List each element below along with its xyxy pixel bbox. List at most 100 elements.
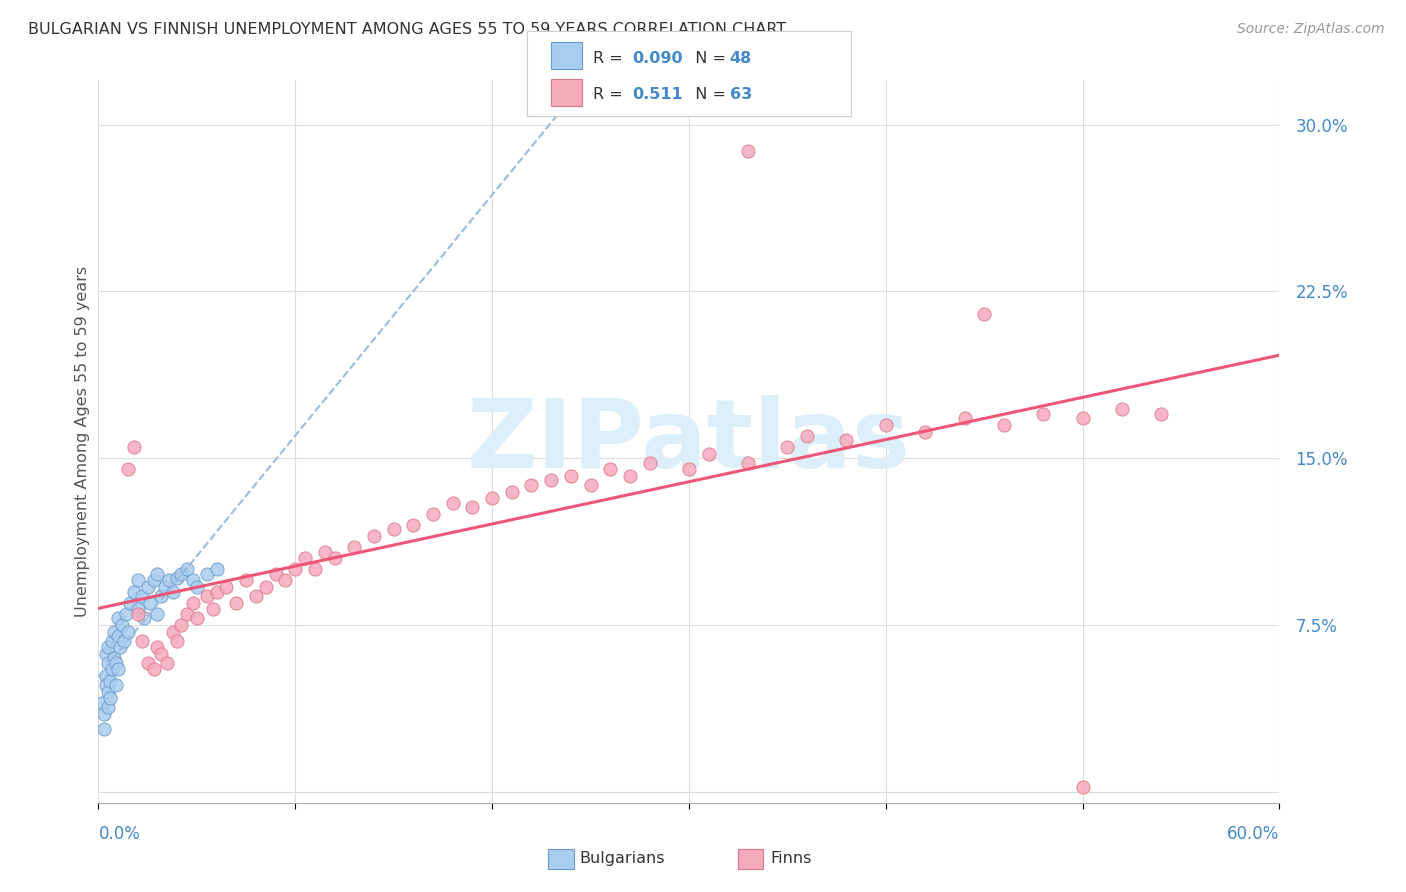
Point	[599, 462, 621, 476]
Point	[131, 589, 153, 603]
Point	[162, 584, 184, 599]
Point	[501, 484, 523, 499]
Point	[796, 429, 818, 443]
Text: Source: ZipAtlas.com: Source: ZipAtlas.com	[1237, 22, 1385, 37]
Point	[973, 307, 995, 321]
Point	[136, 656, 159, 670]
Point	[101, 633, 124, 648]
Point	[201, 602, 224, 616]
Point	[93, 723, 115, 737]
Point	[205, 584, 228, 599]
Text: Bulgarians: Bulgarians	[579, 852, 665, 866]
Point	[156, 656, 179, 670]
Text: N =: N =	[685, 51, 731, 66]
Point	[122, 584, 145, 599]
Point	[97, 656, 120, 670]
Point	[96, 647, 118, 661]
Point	[1032, 407, 1054, 421]
Point	[284, 562, 307, 576]
Point	[343, 540, 366, 554]
Point	[101, 662, 124, 676]
Text: ZIPatlas: ZIPatlas	[467, 395, 911, 488]
Point	[170, 618, 193, 632]
Text: N =: N =	[685, 87, 731, 103]
Point	[166, 571, 188, 585]
Point	[678, 462, 700, 476]
Point	[103, 624, 125, 639]
Point	[540, 474, 562, 488]
Point	[97, 640, 120, 655]
Point	[97, 700, 120, 714]
Point	[520, 478, 543, 492]
Point	[1111, 402, 1133, 417]
Point	[875, 417, 897, 432]
Point	[117, 462, 139, 476]
Point	[382, 522, 405, 536]
Point	[107, 662, 129, 676]
Point	[274, 574, 297, 588]
Text: 0.090: 0.090	[633, 51, 683, 66]
Point	[138, 596, 160, 610]
Point	[150, 647, 173, 661]
Point	[105, 656, 128, 670]
Point	[131, 633, 153, 648]
Point	[195, 566, 218, 581]
Point	[132, 611, 155, 625]
Point	[1071, 411, 1094, 425]
Point	[127, 574, 149, 588]
Point	[304, 562, 326, 576]
Point	[254, 580, 277, 594]
Point	[323, 551, 346, 566]
Point	[146, 640, 169, 655]
Text: 0.0%: 0.0%	[98, 825, 141, 843]
Point	[142, 662, 165, 676]
Point	[186, 611, 208, 625]
Point	[1071, 780, 1094, 795]
Point	[314, 544, 336, 558]
Point	[697, 447, 720, 461]
Text: 48: 48	[730, 51, 752, 66]
Point	[195, 589, 218, 603]
Text: R =: R =	[593, 51, 628, 66]
Point	[115, 607, 138, 621]
Point	[481, 491, 503, 506]
Text: 0.511: 0.511	[633, 87, 683, 103]
Point	[737, 145, 759, 159]
Point	[441, 496, 464, 510]
Point	[181, 596, 204, 610]
Y-axis label: Unemployment Among Ages 55 to 59 years: Unemployment Among Ages 55 to 59 years	[75, 266, 90, 617]
Point	[264, 566, 287, 581]
Point	[112, 633, 135, 648]
Text: BULGARIAN VS FINNISH UNEMPLOYMENT AMONG AGES 55 TO 59 YEARS CORRELATION CHART: BULGARIAN VS FINNISH UNEMPLOYMENT AMONG …	[28, 22, 786, 37]
Point	[737, 456, 759, 470]
Point	[619, 469, 641, 483]
Point	[166, 633, 188, 648]
Point	[150, 589, 173, 603]
Point	[157, 574, 180, 588]
Point	[118, 596, 141, 610]
Point	[98, 673, 121, 688]
Point	[122, 440, 145, 454]
Point	[422, 507, 444, 521]
Point	[127, 602, 149, 616]
Text: 60.0%: 60.0%	[1227, 825, 1279, 843]
Point	[953, 411, 976, 425]
Point	[993, 417, 1015, 432]
Point	[96, 669, 118, 683]
Point	[245, 589, 267, 603]
Text: Finns: Finns	[770, 852, 811, 866]
Point	[560, 469, 582, 483]
Text: 63: 63	[730, 87, 752, 103]
Point	[97, 684, 120, 698]
Point	[162, 624, 184, 639]
Text: R =: R =	[593, 87, 633, 103]
Point	[91, 696, 114, 710]
Point	[146, 566, 169, 581]
Point	[225, 596, 247, 610]
Point	[170, 566, 193, 581]
Point	[402, 517, 425, 532]
Point	[176, 607, 198, 621]
Point	[127, 607, 149, 621]
Point	[107, 629, 129, 643]
Point	[181, 574, 204, 588]
